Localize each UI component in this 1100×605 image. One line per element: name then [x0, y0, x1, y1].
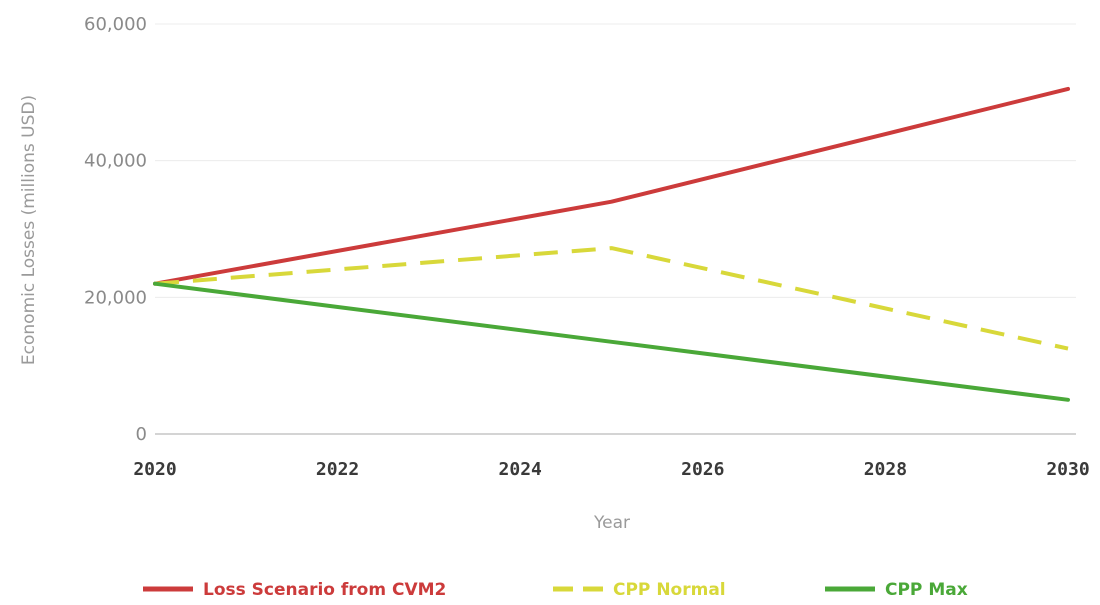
legend-label: CPP Normal	[613, 580, 726, 600]
legend-label: Loss Scenario from CVM2	[203, 580, 446, 600]
x-axis-title: Year	[593, 513, 630, 533]
gridlines	[155, 23, 1076, 435]
legend: Loss Scenario from CVM2 CPP Normal CPP Max	[143, 580, 968, 600]
y-tick-label: 40,000	[84, 151, 147, 172]
x-tick-label: 2026	[681, 459, 724, 480]
y-tick-label: 0	[136, 424, 147, 445]
x-tick-label: 2028	[864, 459, 907, 480]
y-tick-label: 20,000	[84, 287, 147, 308]
series-line-3	[153, 281, 1070, 402]
y-axis-ticks: 0 20,000 40,000 60,000	[84, 14, 147, 445]
series-lines	[153, 86, 1070, 402]
legend-item-1: Loss Scenario from CVM2	[143, 580, 446, 600]
x-axis-ticks: 2020 2022 2024 2026 2028 2030	[133, 459, 1089, 480]
x-tick-label: 2024	[499, 459, 543, 480]
legend-label: CPP Max	[885, 580, 968, 600]
series-line-2	[154, 246, 1069, 351]
legend-item-3: CPP Max	[825, 580, 968, 600]
y-axis-title: Economic Losses (millions USD)	[19, 95, 39, 365]
series-line-1	[153, 86, 1070, 286]
legend-item-2: CPP Normal	[553, 580, 726, 600]
y-tick-label: 60,000	[84, 14, 147, 35]
x-tick-label: 2020	[133, 459, 176, 480]
x-tick-label: 2022	[316, 459, 359, 480]
x-tick-label: 2030	[1046, 459, 1089, 480]
